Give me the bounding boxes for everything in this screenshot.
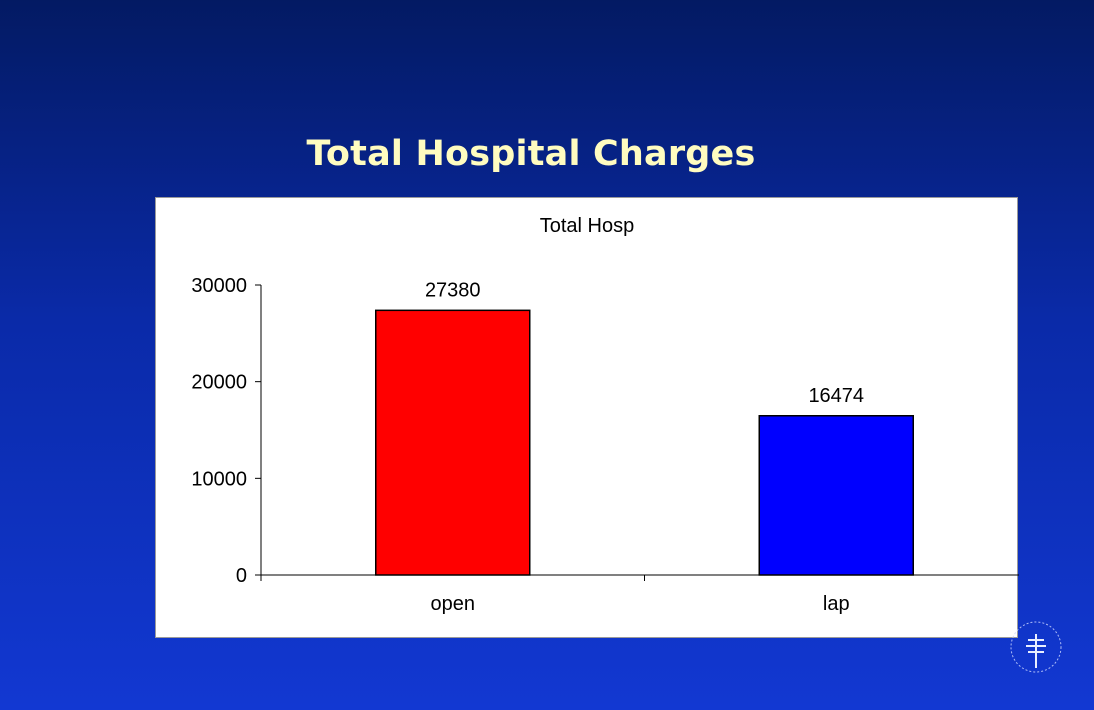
chart-labels: 27380 open 16474 lap xyxy=(425,279,864,615)
x-category-label-lap: lap xyxy=(823,593,850,615)
chart-bars xyxy=(375,309,914,576)
x-category-label-open: open xyxy=(431,593,476,615)
data-label-open: 27380 xyxy=(425,279,481,301)
bar-chart: Total Hosp 0 10000 20000 30000 27380 open 164… xyxy=(191,215,1019,615)
bar-lap xyxy=(758,415,914,576)
chart-panel: Total Hosp 0 10000 20000 30000 27380 open 164… xyxy=(155,197,1019,638)
y-tick-label: 30000 xyxy=(191,275,247,297)
y-tick-label: 20000 xyxy=(191,372,247,394)
data-label-lap: 16474 xyxy=(808,385,864,407)
y-tick-label: 0 xyxy=(236,565,247,587)
bar-open xyxy=(375,309,531,576)
slide-title: Total Hospital Charges xyxy=(306,134,756,174)
cancer-center-seal-icon xyxy=(1010,621,1062,673)
chart-title: Total Hosp xyxy=(540,215,635,237)
y-tick-label: 10000 xyxy=(191,468,247,490)
